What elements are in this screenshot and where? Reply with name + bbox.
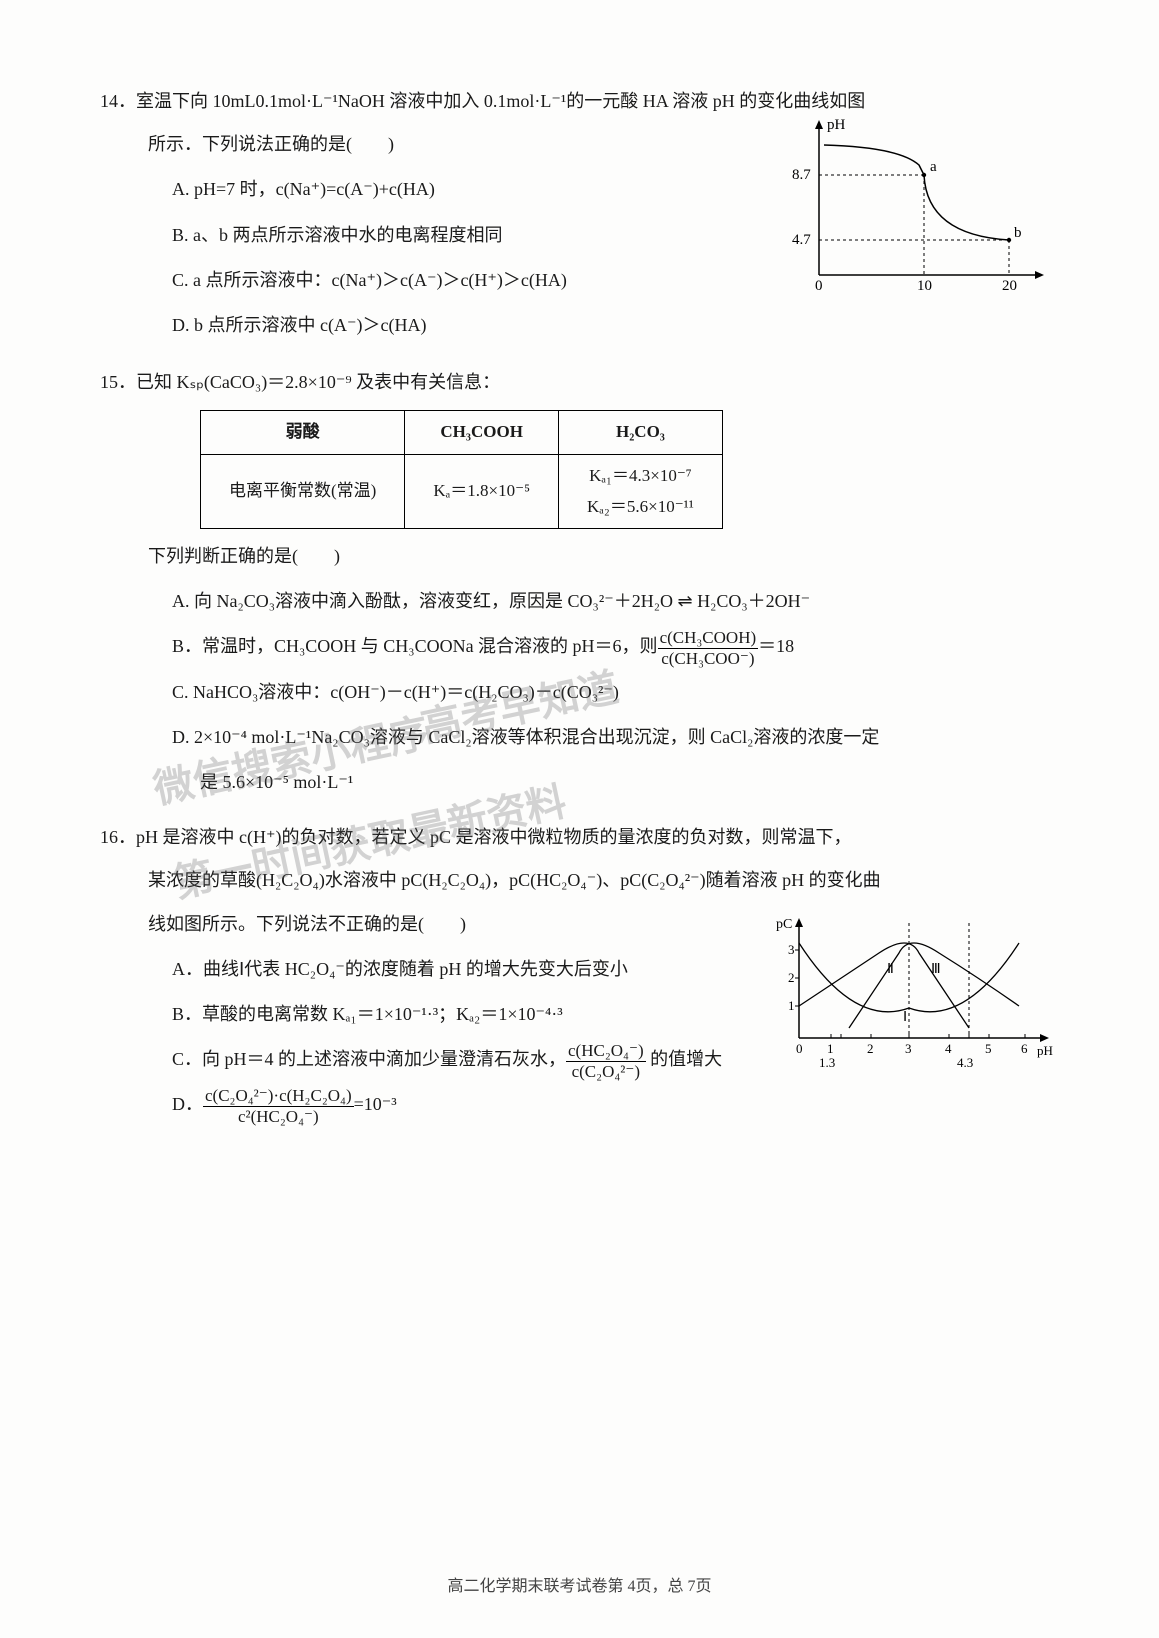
q15-b-pre: B．常温时，CH₃COOH 与 CH₃COONa 混合溶液的 pH＝6，则 — [172, 636, 658, 656]
td-label: 电离平衡常数(常温) — [201, 454, 405, 528]
q16-option-c: C．向 pH＝4 的上述溶液中滴加少量澄清石灰水，c(HC₂O₄⁻)c(C₂O₄… — [100, 1038, 755, 1081]
svg-text:b: b — [1014, 225, 1022, 241]
frac-den: c²(HC₂O₄⁻) — [203, 1107, 354, 1127]
q16-stem-line2: 某浓度的草酸(H₂C₂O₄)水溶液中 pC(H₂C₂O₄)，pC(HC₂O₄⁻)… — [100, 859, 1059, 902]
svg-text:1: 1 — [827, 1041, 834, 1056]
q16-option-b: B．草酸的电离常数 Kₐ₁＝1×10⁻¹·³；Kₐ₂＝1×10⁻⁴·³ — [100, 993, 755, 1036]
th-acid: 弱酸 — [201, 411, 405, 455]
th-h2co3: H₂CO₃ — [559, 411, 723, 455]
frac-den: c(CH₃COO⁻) — [658, 649, 759, 669]
question-14: 14．室温下向 10mL0.1mol·L⁻¹NaOH 溶液中加入 0.1mol·… — [100, 80, 1059, 349]
q15-option-c: C. NaHCO₃溶液中：c(OH⁻)－c(H⁺)＝c(H₂CO₃)－c(CO₃… — [100, 671, 1059, 714]
svg-text:3: 3 — [788, 942, 795, 957]
svg-text:4.7: 4.7 — [792, 232, 811, 248]
q15-option-a: A. 向 Na₂CO₃溶液中滴入酚酞，溶液变红，原因是 CO₃²⁻＋2H₂O ⇌… — [100, 580, 1059, 623]
td-ka1: Kₐ＝1.8×10⁻⁵ — [405, 454, 559, 528]
frac-num: c(CH₃COOH) — [658, 628, 759, 649]
q16-c-pre: C．向 pH＝4 的上述溶液中滴加少量澄清石灰水， — [172, 1049, 566, 1069]
svg-text:0: 0 — [796, 1041, 803, 1056]
q14-option-d: D. b 点所示溶液中 c(A⁻)＞c(HA) — [100, 304, 769, 347]
cell2a: Kₐ₁＝4.3×10⁻⁷ — [587, 461, 694, 492]
q16-d-frac: c(C₂O₄²⁻)·c(H₂C₂O₄)c²(HC₂O₄⁻) — [203, 1086, 354, 1126]
svg-text:1.3: 1.3 — [819, 1055, 835, 1068]
frac-num: c(C₂O₄²⁻)·c(H₂C₂O₄) — [203, 1086, 354, 1107]
q16-stem-line1: pH 是溶液中 c(H⁺)的负对数，若定义 pC 是溶液中微粒物质的量浓度的负对… — [136, 827, 851, 847]
q15-option-d-line2: 是 5.6×10⁻⁵ mol·L⁻¹ — [100, 761, 1059, 804]
q16-number: 16． — [100, 827, 136, 847]
frac-num: c(HC₂O₄⁻) — [566, 1041, 646, 1062]
q14-stem-line2: 所示．下列说法正确的是( ) — [100, 123, 769, 166]
q16-c-post: 的值增大 — [646, 1049, 723, 1069]
svg-text:Ⅰ: Ⅰ — [903, 1010, 907, 1025]
q15-stem-line1: 已知 Kₛₚ(CaCO₃)＝2.8×10⁻⁹ 及表中有关信息： — [136, 372, 500, 392]
svg-text:4.3: 4.3 — [957, 1055, 973, 1068]
q16-c-frac: c(HC₂O₄⁻)c(C₂O₄²⁻) — [566, 1041, 646, 1081]
q14-number: 14． — [100, 91, 136, 111]
question-15: 15．已知 Kₛₚ(CaCO₃)＝2.8×10⁻⁹ 及表中有关信息： 弱酸 CH… — [100, 361, 1059, 804]
svg-text:8.7: 8.7 — [792, 167, 811, 183]
q16-option-a: A．曲线Ⅰ代表 HC₂O₄⁻的浓度随着 pH 的增大先变大后变小 — [100, 948, 755, 991]
svg-text:6: 6 — [1021, 1041, 1028, 1056]
svg-text:4: 4 — [945, 1041, 952, 1056]
svg-text:2: 2 — [788, 970, 795, 985]
svg-text:0: 0 — [815, 278, 823, 294]
chart-y-label: pH — [827, 117, 846, 133]
q14-option-b: B. a、b 两点所示溶液中水的电离程度相同 — [100, 214, 769, 257]
td-ka2: Kₐ₁＝4.3×10⁻⁷ Kₐ₂＝5.6×10⁻¹¹ — [559, 454, 723, 528]
q15-b-post: ＝18 — [758, 636, 794, 656]
q15-number: 15． — [100, 372, 136, 392]
svg-text:10: 10 — [917, 278, 932, 294]
q14-option-c: C. a 点所示溶液中：c(Na⁺)＞c(A⁻)＞c(H⁺)＞c(HA) — [100, 259, 769, 302]
question-16: 16．pH 是溶液中 c(H⁺)的负对数，若定义 pC 是溶液中微粒物质的量浓度… — [100, 816, 1059, 1128]
svg-text:a: a — [930, 159, 937, 175]
q14-ph-chart: pH 8.7 4.7 0 10 20 a b V(HA)/mL — [779, 115, 1059, 295]
svg-text:5: 5 — [985, 1041, 992, 1056]
svg-text:2: 2 — [867, 1041, 874, 1056]
q15-stem-line2: 下列判断正确的是( ) — [100, 535, 1059, 578]
q16-pc-chart: pC 3 2 1 Ⅱ Ⅲ Ⅰ 0 1 1.3 2 3 4 4. — [759, 913, 1059, 1068]
q15-b-frac: c(CH₃COOH)c(CH₃COO⁻) — [658, 628, 759, 668]
q16-stem-line3: 线如图所示。下列说法不正确的是( ) — [100, 903, 755, 946]
svg-text:Ⅱ: Ⅱ — [887, 962, 894, 977]
q16-d-pre: D． — [172, 1094, 203, 1114]
svg-text:pC: pC — [776, 917, 792, 932]
q15-table: 弱酸 CH₃COOH H₂CO₃ 电离平衡常数(常温) Kₐ＝1.8×10⁻⁵ … — [200, 410, 723, 529]
q14-stem-line1: 室温下向 10mL0.1mol·L⁻¹NaOH 溶液中加入 0.1mol·L⁻¹… — [136, 91, 865, 111]
q15-option-b: B．常温时，CH₃COOH 与 CH₃COONa 混合溶液的 pH＝6，则c(C… — [100, 625, 1059, 668]
page-footer: 高二化学期末联考试卷第 4页，总 7页 — [0, 1576, 1159, 1598]
svg-text:3: 3 — [905, 1041, 912, 1056]
svg-text:1: 1 — [788, 998, 795, 1013]
q16-option-d: D．c(C₂O₄²⁻)·c(H₂C₂O₄)c²(HC₂O₄⁻)=10⁻³ — [100, 1083, 755, 1126]
th-ch3cooh: CH₃COOH — [405, 411, 559, 455]
q15-option-d-line1: D. 2×10⁻⁴ mol·L⁻¹Na₂CO₃溶液与 CaCl₂溶液等体积混合出… — [100, 716, 1059, 759]
frac-den: c(C₂O₄²⁻) — [566, 1062, 646, 1082]
q14-option-a: A. pH=7 时，c(Na⁺)=c(A⁻)+c(HA) — [100, 168, 769, 211]
q16-d-post: =10⁻³ — [354, 1094, 397, 1114]
svg-text:Ⅲ: Ⅲ — [931, 962, 941, 977]
cell2b: Kₐ₂＝5.6×10⁻¹¹ — [587, 492, 694, 523]
svg-text:pH: pH — [1037, 1043, 1053, 1058]
svg-text:20: 20 — [1002, 278, 1017, 294]
